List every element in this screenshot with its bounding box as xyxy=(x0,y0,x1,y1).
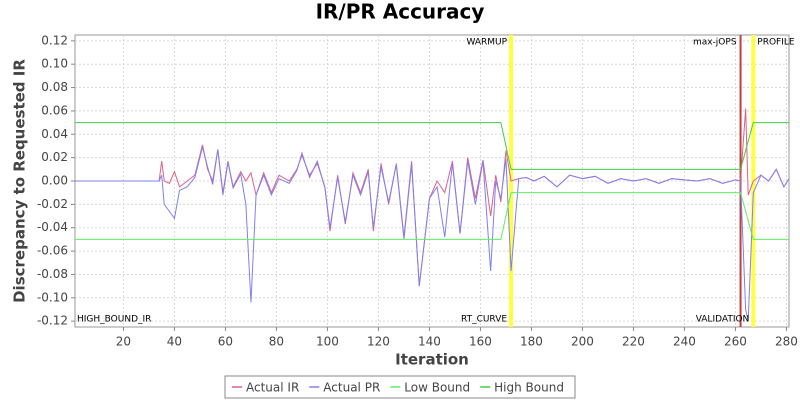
legend-label: High Bound xyxy=(494,381,564,395)
region-label: HIGH_BOUND_IR xyxy=(77,315,151,325)
y-tick-label: -0.08 xyxy=(37,267,68,281)
series-line xyxy=(75,122,789,170)
y-axis-label: Discrepancy to Requested IR xyxy=(11,59,29,303)
y-tick-label: 0.10 xyxy=(41,57,68,71)
x-tick-label: 80 xyxy=(269,335,284,349)
x-tick-label: 120 xyxy=(367,335,390,349)
legend-label: Actual IR xyxy=(246,381,299,395)
y-tick-label: -0.06 xyxy=(37,244,68,258)
region-label: RT_CURVE xyxy=(461,315,507,325)
x-tick-label: 220 xyxy=(622,335,645,349)
x-tick-label: 60 xyxy=(218,335,233,349)
y-tick-label: 0.00 xyxy=(41,174,68,188)
chart-title: IR/PR Accuracy xyxy=(316,0,485,24)
x-tick-label: 160 xyxy=(469,335,492,349)
legend-label: Actual PR xyxy=(323,381,380,395)
marker-label: PROFILE xyxy=(757,38,795,48)
y-tick-label: -0.02 xyxy=(37,197,68,211)
y-tick-label: 0.12 xyxy=(41,33,68,47)
y-tick-label: 0.08 xyxy=(41,80,68,94)
marker-label: WARMUP xyxy=(466,38,507,48)
x-tick-label: 40 xyxy=(167,335,182,349)
y-tick-label: 0.02 xyxy=(41,150,68,164)
y-tick-label: -0.12 xyxy=(37,314,68,328)
y-tick-label: 0.04 xyxy=(41,127,68,141)
x-tick-label: 260 xyxy=(724,335,747,349)
series-line xyxy=(75,192,789,240)
x-tick-label: 280 xyxy=(775,335,798,349)
y-tick-label: 0.06 xyxy=(41,103,68,117)
x-tick-label: 240 xyxy=(673,335,696,349)
x-tick-label: 20 xyxy=(116,335,131,349)
y-tick-label: -0.10 xyxy=(37,290,68,304)
y-tick-label: -0.04 xyxy=(37,220,68,234)
x-tick-label: 100 xyxy=(316,335,339,349)
x-axis-label: Iteration xyxy=(395,351,469,369)
legend-label: Low Bound xyxy=(404,381,470,395)
x-tick-label: 140 xyxy=(418,335,441,349)
region-label: VALIDATION xyxy=(696,315,750,325)
x-tick-label: 200 xyxy=(571,335,594,349)
x-tick-label: 180 xyxy=(520,335,543,349)
series-line xyxy=(75,147,790,322)
marker-label: max-jOPS xyxy=(693,38,737,48)
